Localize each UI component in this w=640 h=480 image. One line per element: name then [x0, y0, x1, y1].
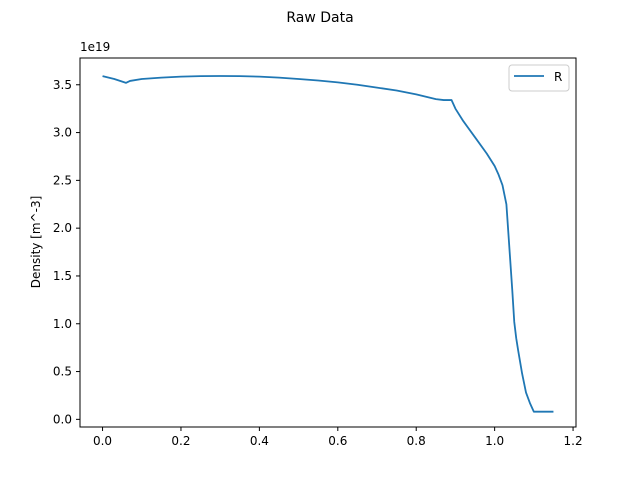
y-tick-label: 0.5 [53, 365, 72, 379]
y-axis-label: Density [m^-3] [29, 196, 43, 289]
chart-title: Raw Data [286, 10, 353, 26]
y-tick-label: 0.0 [53, 412, 72, 426]
x-tick-label: 0.8 [407, 434, 426, 448]
x-tick-label: 0.0 [93, 434, 112, 448]
plot-area [102, 75, 554, 413]
legend-box [508, 64, 570, 92]
y-tick-label: 2.0 [53, 221, 72, 235]
y-tick-label: 1.5 [53, 269, 72, 283]
x-tick-label: 0.6 [328, 434, 347, 448]
y-tick-label: 3.0 [53, 126, 72, 140]
y-tick-label: 1.0 [53, 317, 72, 331]
x-tick-label: 0.2 [171, 434, 190, 448]
y-tick-label: 2.5 [53, 173, 72, 187]
x-tick-label: 0.4 [250, 434, 269, 448]
x-tick-label: 1.2 [564, 434, 583, 448]
x-axis: 0.0 0.2 0.4 0.6 0.8 1.0 1.2 [93, 427, 583, 448]
legend-label-r: R [554, 70, 562, 84]
legend: R [508, 64, 570, 92]
axes-frame [79, 57, 577, 428]
x-tick-label: 1.0 [485, 434, 504, 448]
y-axis: 0.0 0.5 1.0 1.5 2.0 2.5 3.0 3.5 [53, 78, 80, 426]
y-tick-label: 3.5 [53, 78, 72, 92]
y-offset-label: 1e19 [80, 40, 110, 54]
series-line-r [102, 75, 554, 413]
